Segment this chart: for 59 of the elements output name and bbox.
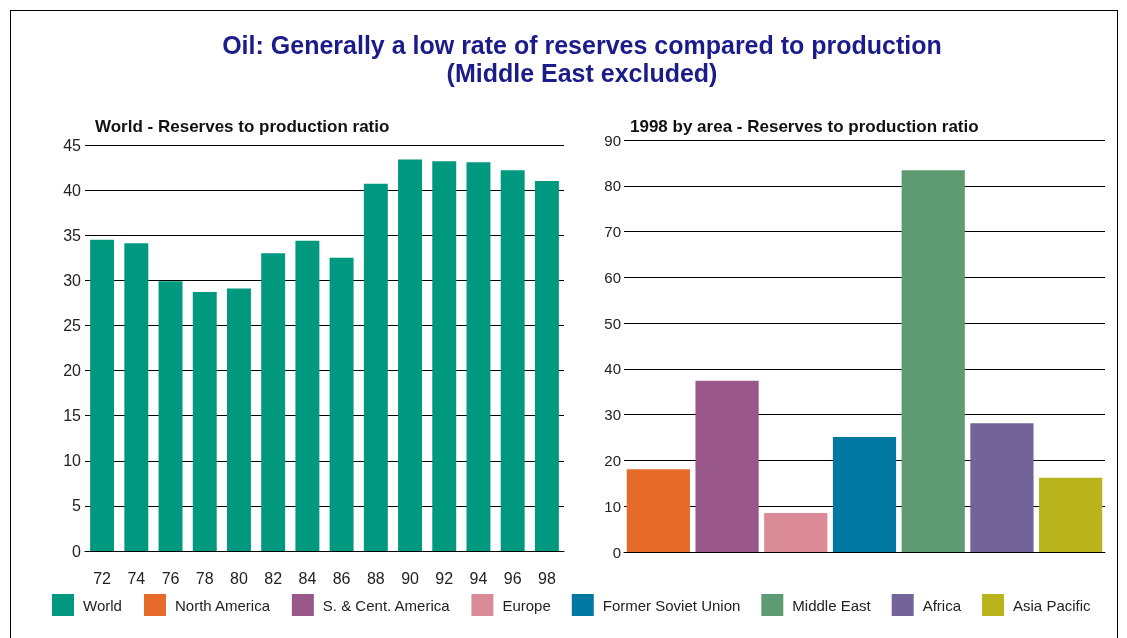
bar [432, 161, 457, 551]
x-tick-label: 94 [469, 569, 488, 587]
bar [261, 253, 286, 551]
y-tick-label: 45 [63, 136, 82, 154]
bar [124, 243, 149, 551]
bar [363, 183, 388, 551]
x-tick-label: 72 [93, 569, 112, 587]
bar [295, 240, 320, 551]
y-tick-label: 15 [63, 407, 82, 425]
chart-title: Oil: Generally a low rate of reserves compared to production (Middle East excluded) [222, 31, 942, 87]
legend-label: World [83, 596, 122, 614]
bar [226, 288, 251, 551]
bar [466, 162, 491, 551]
y-tick-label: 0 [72, 542, 82, 560]
bar [90, 239, 115, 551]
y-tick-label: 20 [604, 451, 621, 469]
x-tick-label: 84 [298, 569, 317, 587]
y-tick-label: 60 [604, 268, 621, 286]
y-tick-label: 5 [72, 497, 82, 515]
bar [329, 257, 354, 551]
bar [398, 159, 423, 551]
chart-subtitle: 1998 by area - Reserves to production ratio [630, 117, 979, 136]
y-tick-label: 40 [604, 360, 621, 378]
x-tick-label: 74 [127, 569, 146, 587]
y-tick-label: 30 [63, 271, 82, 289]
bar [534, 181, 559, 551]
y-tick-label: 90 [604, 131, 621, 149]
y-tick-label: 25 [63, 316, 82, 334]
y-tick-label: 70 [604, 223, 621, 241]
y-tick-label: 80 [604, 177, 621, 195]
x-tick-label: 98 [537, 569, 556, 587]
x-tick-label: 90 [401, 569, 420, 587]
y-tick-label: 30 [604, 406, 621, 424]
legend-label: North America [175, 596, 271, 614]
x-tick-label: 78 [195, 569, 214, 587]
bar [500, 170, 525, 551]
x-tick-label: 92 [435, 569, 454, 587]
legend-label: Asia Pacific [1013, 596, 1092, 614]
x-tick-label: 80 [230, 569, 248, 587]
legend-label: Africa [922, 596, 962, 614]
y-tick-label: 50 [604, 314, 621, 332]
y-tick-label: 10 [63, 452, 82, 470]
x-tick-label: 96 [503, 569, 522, 587]
y-tick-label: 0 [612, 543, 621, 561]
bar [192, 292, 217, 551]
y-tick-label: 10 [604, 497, 621, 515]
legend-label: Europe [502, 596, 551, 614]
chart-subtitle: World - Reserves to production ratio [95, 117, 390, 136]
bar [158, 281, 183, 551]
y-tick-label: 40 [63, 181, 82, 199]
x-tick-label: 88 [366, 569, 385, 587]
legend-label: S. & Cent. America [322, 596, 451, 614]
x-tick-label: 86 [332, 569, 351, 587]
y-tick-label: 20 [63, 362, 82, 380]
legend-label: Former Soviet Union [602, 596, 741, 614]
x-tick-label: 82 [264, 569, 283, 587]
legend-label: Middle East [792, 596, 872, 614]
y-tick-label: 35 [63, 226, 82, 244]
x-tick-label: 76 [161, 569, 180, 587]
